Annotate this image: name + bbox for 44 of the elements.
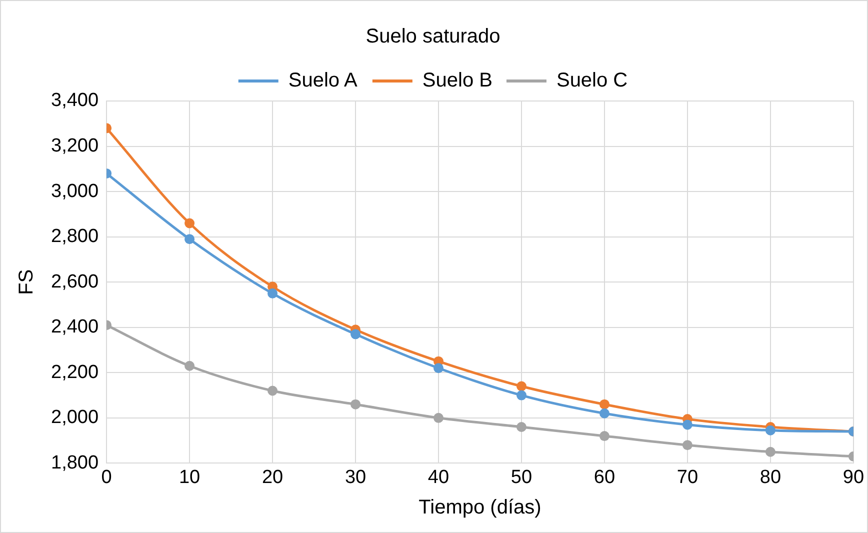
point bbox=[516, 381, 526, 392]
chart-title: Suelo saturado bbox=[366, 26, 500, 48]
point bbox=[184, 218, 195, 228]
point bbox=[268, 288, 278, 298]
legend-label: Suelo B bbox=[422, 70, 492, 92]
point bbox=[765, 425, 776, 436]
y-tick-label: 2,000 bbox=[51, 407, 99, 428]
point bbox=[184, 234, 195, 244]
x-axis-title: Tiempo (días) bbox=[418, 496, 542, 519]
point bbox=[599, 431, 610, 442]
y-tick-label: 2,200 bbox=[51, 362, 99, 383]
y-tick-label: 2,600 bbox=[51, 271, 99, 292]
x-tick-label: 70 bbox=[676, 466, 698, 488]
x-tick-label: 0 bbox=[101, 466, 112, 488]
point bbox=[599, 408, 610, 418]
x-tick-label: 30 bbox=[344, 466, 366, 488]
y-tick-label: 3,000 bbox=[51, 180, 99, 202]
x-tick-label: 80 bbox=[760, 466, 782, 488]
y-tick-label: 3,400 bbox=[51, 90, 99, 112]
point bbox=[350, 399, 361, 410]
y-tick-label: 1,800 bbox=[51, 452, 99, 474]
point bbox=[516, 390, 526, 400]
x-tick-label: 20 bbox=[262, 466, 284, 488]
point bbox=[682, 420, 692, 430]
point bbox=[268, 386, 278, 396]
x-tick-label: 10 bbox=[178, 466, 200, 488]
y-tick-label: 3,200 bbox=[51, 136, 99, 157]
point bbox=[433, 363, 444, 374]
point bbox=[350, 329, 361, 340]
point bbox=[433, 412, 444, 423]
point bbox=[516, 422, 526, 432]
point bbox=[184, 360, 195, 371]
y-tick-label: 2,400 bbox=[51, 316, 99, 338]
point bbox=[682, 440, 692, 450]
point bbox=[765, 446, 776, 457]
x-tick-label: 40 bbox=[428, 466, 450, 488]
y-axis-title: FS bbox=[16, 269, 38, 295]
legend-label: Suelo C bbox=[556, 70, 628, 92]
y-tick-label: 2,800 bbox=[51, 226, 99, 248]
x-tick-label: 90 bbox=[842, 466, 864, 488]
point bbox=[599, 399, 610, 410]
legend-label: Suelo A bbox=[288, 70, 358, 92]
x-tick-label: 50 bbox=[510, 466, 532, 488]
x-tick-label: 60 bbox=[594, 466, 616, 488]
